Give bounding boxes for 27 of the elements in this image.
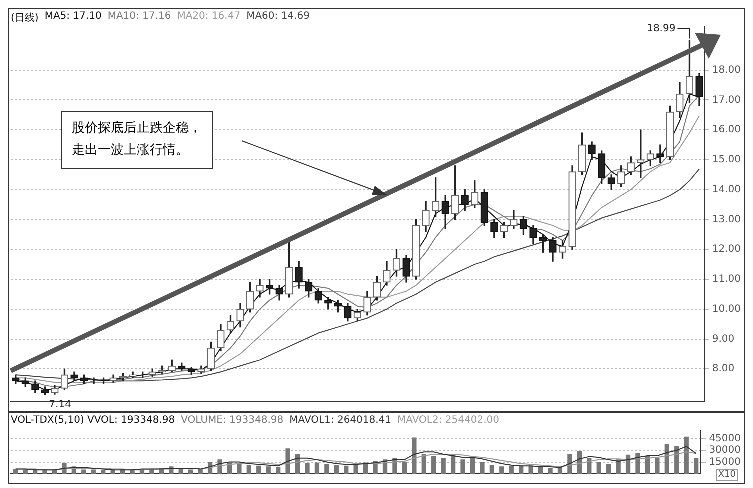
text: MA5: 17.10 [44, 11, 102, 24]
annotation: 7.14 [49, 399, 72, 410]
text: MAVOL1: 264018.41 [290, 415, 392, 426]
y-tick-label: 13.00 [712, 214, 742, 226]
y-tick-label: 15.00 [712, 154, 742, 166]
y-tick-label: 9.00 [712, 334, 735, 345]
text: MA20: 16.47 [177, 11, 241, 24]
y-tick-label: 15000 [709, 456, 741, 468]
y-tick-label: 45000 [709, 433, 741, 444]
y-tick-label: 16.00 [712, 124, 742, 136]
y-tick-label: 18.00 [712, 64, 742, 76]
chart-title: (日线) [11, 12, 39, 25]
y-tick-label: 14.00 [712, 184, 742, 196]
text: X10 [716, 469, 738, 481]
text: MAVOL2: 254402.00 [398, 415, 500, 426]
chart-title: VOL-TDX(5,10) VVOL: 193348.98 [11, 415, 176, 426]
y-tick-label: 17.00 [712, 94, 742, 106]
y-tick-label: 10.00 [712, 304, 742, 315]
text: MA10: 17.16 [108, 11, 172, 24]
text: VOLUME: 193348.98 [181, 415, 284, 426]
y-tick-label: 12.00 [712, 244, 742, 256]
y-tick-label: 8.00 [712, 364, 735, 375]
text: MA60: 14.69 [246, 11, 310, 24]
annotation: 股价探底后止跌企稳，走出一波上涨行情。 [61, 111, 213, 169]
annotation: 18.99 [647, 23, 676, 34]
y-tick-label: 30000 [709, 445, 741, 456]
y-tick-label: 11.00 [712, 274, 742, 286]
